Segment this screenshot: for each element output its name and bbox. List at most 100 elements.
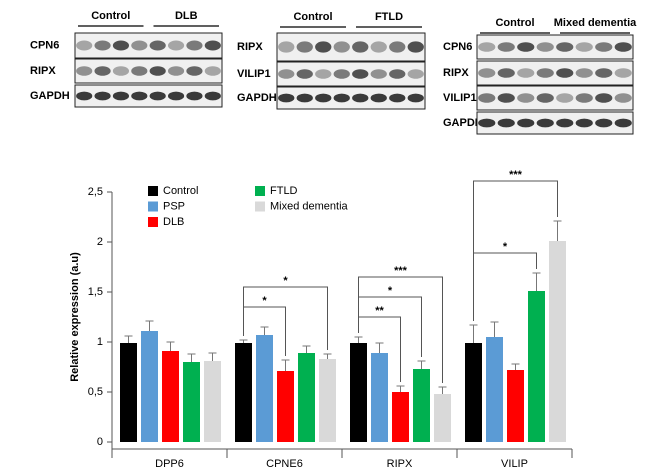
protein-band [478,42,496,52]
protein-band [76,40,93,51]
y-tick-label: 1 [97,336,103,348]
protein-band [167,40,185,51]
protein-band [478,118,496,128]
protein-band [407,93,424,103]
protein-band [407,41,424,53]
y-tick-label: 0,5 [88,386,103,398]
bar [465,343,482,442]
protein-band [352,41,369,53]
y-tick-label: 0 [97,436,103,448]
y-tick-label: 2 [97,236,103,248]
bar [235,343,252,442]
y-axis-label: Relative expression (a.u) [69,252,81,382]
significance-bracket [473,252,537,321]
bar [528,291,545,442]
protein-band [389,69,406,79]
protein-band [296,41,313,53]
protein-band [333,41,350,53]
protein-band [536,93,554,103]
protein-band [595,42,613,52]
protein-band [333,69,350,79]
membrane-strip [74,84,223,108]
bar [371,353,388,442]
protein-band [352,93,369,103]
protein-band [575,93,593,103]
y-tick-label: 1,5 [88,286,103,298]
protein-band [278,93,295,103]
significance-label: * [388,285,393,297]
significance-bracket [473,180,558,321]
protein-label: VILIP1 [443,92,477,104]
protein-band [204,91,221,101]
membrane-strip [476,111,634,135]
protein-band [112,91,130,101]
protein-band [296,93,313,103]
protein-band [94,40,111,51]
protein-band [575,42,593,52]
protein-band [575,118,593,128]
protein-band [296,69,313,79]
significance-label: * [262,295,267,307]
protein-band [370,69,387,79]
x-tick-label: VILIP [501,458,528,470]
protein-band [497,42,515,52]
significance-label: ** [375,305,384,317]
bar [204,361,221,442]
bar [162,351,179,442]
protein-band [94,66,111,76]
legend-label: PSP [163,200,185,212]
protein-band [575,68,593,78]
protein-band [517,118,535,128]
protein-label: VILIP1 [237,68,271,80]
protein-band [315,69,332,79]
protein-band [186,66,203,76]
protein-band [278,41,295,53]
protein-band [497,93,515,103]
protein-label: CPN6 [30,39,59,51]
bar [141,331,158,442]
protein-band [131,91,148,101]
protein-band [614,68,632,78]
protein-band [149,91,166,101]
bar [298,353,315,442]
significance-label: * [503,241,508,253]
protein-band [478,68,496,78]
protein-band [536,68,554,78]
protein-label: CPN6 [443,41,472,53]
x-tick-label: CPNE6 [266,458,303,470]
bar [120,343,137,442]
protein-band [517,68,535,78]
group-label: Control [293,11,333,23]
group-label: Mixed dementia [553,17,637,29]
group-label: Control [91,10,131,22]
legend-swatch [255,201,265,212]
legend-swatch [255,186,265,196]
protein-band [478,93,496,103]
protein-band [389,41,406,53]
y-tick-label: 2,5 [88,186,103,198]
legend-swatch [148,201,158,212]
protein-band [556,68,574,78]
significance-label: * [283,275,288,287]
protein-band [497,118,515,128]
protein-band [517,93,535,103]
legend-label: DLB [163,216,184,228]
protein-band [595,68,613,78]
protein-band [94,91,111,101]
protein-band [352,69,369,79]
group-label: DLB [174,10,198,22]
protein-band [278,69,295,79]
legend-label: FTLD [270,185,298,197]
protein-band [112,66,130,76]
protein-band [333,93,350,103]
protein-band [76,66,93,76]
bar [549,241,566,442]
protein-band [614,118,632,128]
group-label: Control [495,17,535,29]
protein-band [556,93,574,103]
protein-band [536,118,554,128]
protein-band [497,68,515,78]
significance-bracket [358,276,443,383]
bar [434,394,451,442]
